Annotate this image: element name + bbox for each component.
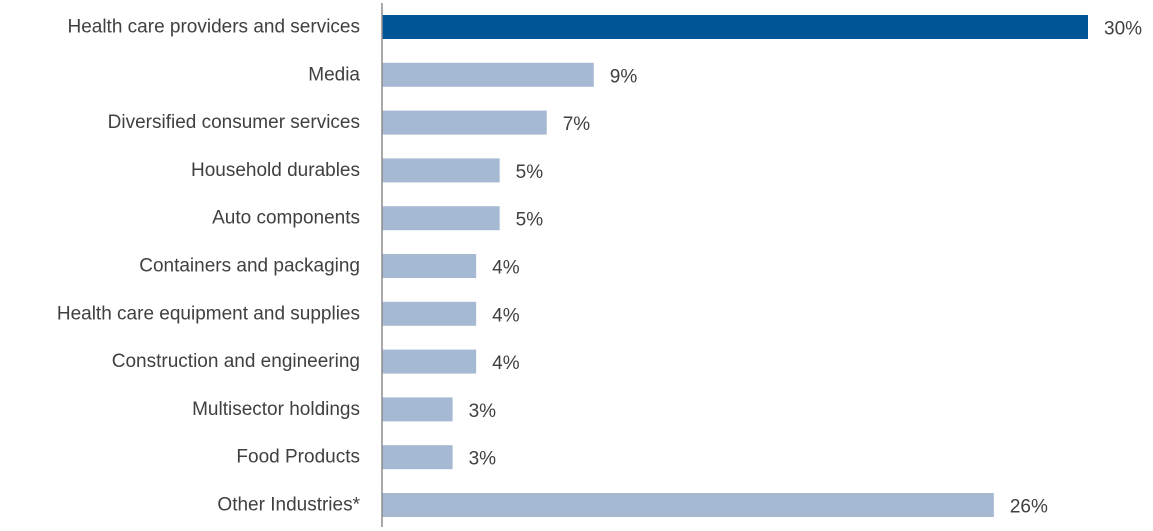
category-label-multisector-holdings: Multisector holdings (192, 399, 360, 420)
category-label-diversified-consumer-services: Diversified consumer services (108, 112, 360, 133)
category-label-construction-and-engineering: Construction and engineering (112, 351, 360, 372)
category-label-other-industries: Other Industries* (217, 495, 360, 516)
bars-group (382, 15, 1088, 517)
category-label-health-care-equipment-and-supplies: Health care equipment and supplies (57, 303, 360, 324)
category-label-health-care-providers-and-services: Health care providers and services (67, 17, 360, 38)
value-label-diversified-consumer-services: 7% (563, 114, 591, 135)
value-labels-group: 30% 9% 7% 5% 5% 4% 4% 4% 3% 3% 26% (469, 19, 1143, 518)
value-label-food-products: 3% (469, 449, 497, 470)
bar-multisector-holdings (382, 397, 453, 422)
value-label-media: 9% (610, 66, 638, 87)
bar-construction-and-engineering (382, 349, 477, 374)
category-label-media: Media (308, 64, 360, 85)
value-label-construction-and-engineering: 4% (492, 353, 520, 374)
value-label-multisector-holdings: 3% (469, 401, 497, 422)
bar-containers-and-packaging (382, 254, 477, 278)
bar-health-care-providers-and-services (382, 15, 1088, 39)
value-label-other-industries: 26% (1010, 497, 1048, 518)
bar-other-industries (382, 493, 994, 517)
bar-media (382, 62, 594, 87)
value-label-health-care-providers-and-services: 30% (1104, 19, 1142, 40)
value-label-household-durables: 5% (516, 162, 544, 183)
category-labels-group: Health care providers and services Media D… (57, 17, 361, 516)
bar-auto-components (382, 206, 500, 231)
value-label-auto-components: 5% (516, 210, 544, 231)
value-label-health-care-equipment-and-supplies: 4% (492, 305, 520, 326)
category-label-household-durables: Household durables (191, 160, 360, 181)
category-label-auto-components: Auto components (212, 208, 360, 229)
category-label-food-products: Food Products (236, 447, 360, 468)
bar-food-products (382, 445, 453, 470)
bar-household-durables (382, 158, 500, 183)
bar-diversified-consumer-services (382, 110, 547, 135)
value-label-containers-and-packaging: 4% (492, 258, 520, 279)
bar-health-care-equipment-and-supplies (382, 301, 477, 326)
category-label-containers-and-packaging: Containers and packaging (139, 256, 360, 277)
